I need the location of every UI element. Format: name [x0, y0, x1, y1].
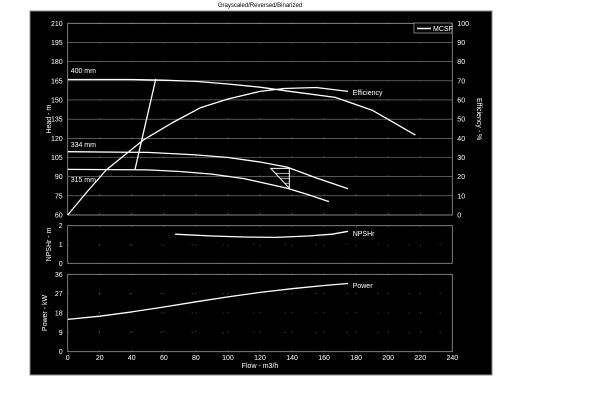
curve-power — [67, 282, 349, 321]
y-tick-label: 135 — [51, 117, 63, 124]
y2-tick-label: 50 — [457, 117, 465, 124]
curve-efficiency — [67, 86, 349, 216]
x-tick-label: 200 — [382, 355, 394, 362]
y2-tick-label: 20 — [457, 174, 465, 181]
x-tick-label: 220 — [414, 355, 426, 362]
y2-tick-label: 90 — [457, 40, 465, 47]
curve-npshr — [175, 230, 349, 239]
y-tick-label: 36 — [55, 272, 63, 279]
y-tick-label: 150 — [51, 97, 63, 104]
label-334mm: 334 mm — [71, 142, 96, 149]
chart-background — [29, 10, 493, 376]
x-tick-label: 40 — [128, 355, 136, 362]
y-tick-label: 0 — [59, 261, 63, 268]
y-tick-label: 27 — [55, 291, 63, 298]
curve-334-mm — [67, 151, 349, 190]
y-tick-label: 120 — [51, 136, 63, 143]
y-tick-label: 210 — [51, 21, 63, 28]
y-tick-label: 195 — [51, 40, 63, 47]
legend-mcsf-label: MCSF — [433, 26, 453, 33]
y-tick-label: 75 — [55, 193, 63, 200]
y-tick-label: 105 — [51, 155, 63, 162]
legend: MCSF — [413, 22, 453, 34]
plot-frame-power — [67, 273, 453, 353]
y2-tick-label: 100 — [457, 21, 469, 28]
y2-tick-label: 80 — [457, 59, 465, 66]
curve-315-mm — [67, 168, 330, 203]
y-tick-label: 180 — [51, 59, 63, 66]
x-tick-label: 60 — [160, 355, 168, 362]
y2-tick-label: 60 — [457, 97, 465, 104]
y-axis-label: Power - kW — [42, 295, 49, 332]
x-axis-label: Flow - m3/h — [242, 363, 279, 370]
y2-tick-label: 0 — [457, 213, 461, 220]
x-tick-label: 240 — [446, 355, 458, 362]
y-tick-label: 0 — [59, 349, 63, 356]
y-tick-label: 90 — [55, 174, 63, 181]
curve-mcsf — [134, 78, 157, 170]
y-tick-label: 2 — [59, 223, 63, 230]
label-315mm: 315 mm — [71, 177, 96, 184]
x-tick-label: 0 — [66, 355, 70, 362]
legend-box — [413, 22, 453, 34]
y2-tick-label: 40 — [457, 136, 465, 143]
y-tick-label: 165 — [51, 78, 63, 85]
x-tick-label: 100 — [222, 355, 234, 362]
x-tick-label: 80 — [192, 355, 200, 362]
x-tick-label: 140 — [286, 355, 298, 362]
y-tick-label: 18 — [55, 311, 63, 318]
label-power: Power — [353, 283, 374, 290]
y-axis-label: NPSHr - m — [46, 227, 53, 261]
y-tick-label: 60 — [55, 213, 63, 220]
image-title: Grayscaled/Reversed/Binarized — [218, 3, 302, 9]
x-tick-label: 20 — [96, 355, 104, 362]
y2-tick-label: 70 — [457, 78, 465, 85]
label-400mm: 400 mm — [71, 68, 96, 75]
x-tick-label: 160 — [318, 355, 330, 362]
y-tick-label: 9 — [59, 330, 63, 337]
curve-400-mm — [67, 78, 416, 136]
y-axis-label: Head - m — [46, 105, 53, 134]
y-tick-label: 1 — [59, 242, 63, 249]
label-npshr: NPSHr — [353, 231, 375, 238]
y2-tick-label: 30 — [457, 155, 465, 162]
plot-frame-npsh — [67, 225, 453, 264]
y2-axis-label: Efficiency - % — [475, 98, 482, 140]
y2-tick-label: 10 — [457, 193, 465, 200]
label-efficiency: Efficiency — [353, 90, 383, 97]
x-tick-label: 180 — [350, 355, 362, 362]
plot-frame-head-efficiency — [67, 22, 453, 216]
x-tick-label: 120 — [254, 355, 266, 362]
